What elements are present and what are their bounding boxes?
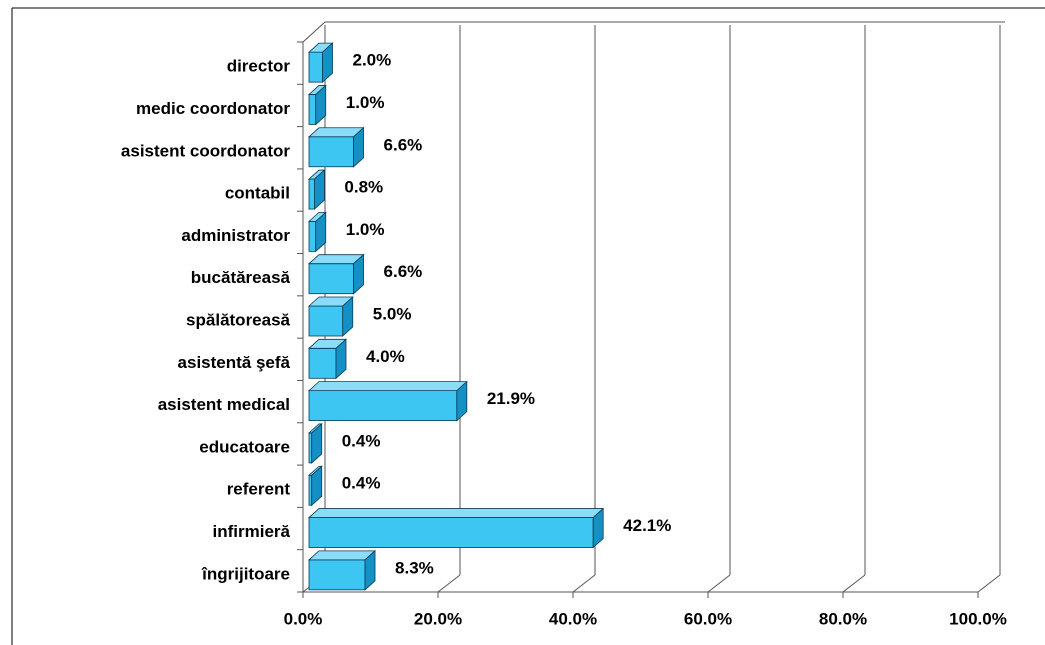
bar-side [456, 380, 468, 422]
category-label: asistent coordonator [121, 141, 290, 160]
bar-side [322, 42, 333, 84]
bar-front [308, 51, 323, 83]
x-tick-label: 100.0% [949, 609, 1007, 628]
value-label: 5.0% [373, 304, 412, 323]
bar [307, 338, 348, 380]
x-tick-label: 40.0% [549, 609, 597, 628]
value-label: 0.8% [344, 178, 383, 197]
category-label: administrator [181, 226, 290, 245]
value-label: 0.4% [342, 474, 381, 493]
bar-side [313, 169, 325, 210]
floor-grid-line [437, 574, 461, 593]
category-label: spălătoreasă [186, 310, 290, 329]
bar [307, 549, 377, 591]
x-tick-label: 20.0% [414, 609, 462, 628]
value-label: 2.0% [353, 51, 392, 70]
bar [307, 126, 365, 168]
category-label: infirmieră [213, 522, 291, 541]
value-label: 1.0% [346, 93, 385, 112]
bar-top [307, 508, 605, 518]
x-tick-label: 80.0% [819, 609, 867, 628]
value-label: 6.6% [384, 135, 423, 154]
bar-side [342, 296, 354, 337]
bar-side [353, 253, 364, 295]
category-label: educatoare [199, 437, 290, 456]
bar-front [308, 263, 354, 295]
bar [307, 296, 354, 337]
value-label: 0.4% [342, 431, 381, 450]
bar-side [311, 423, 323, 464]
bar-side [311, 465, 323, 507]
category-label: director [227, 57, 291, 76]
side-wall-top [302, 21, 326, 43]
category-label: contabil [225, 184, 290, 203]
floor-grid-line [842, 574, 866, 593]
bar [307, 507, 605, 549]
bar-side [315, 84, 327, 126]
bar-side [592, 507, 604, 549]
bar [307, 169, 326, 210]
bar-front [308, 94, 317, 125]
value-label: 42.1% [623, 516, 671, 535]
value-label: 21.9% [487, 389, 535, 408]
bar-front [308, 178, 315, 210]
bar-side [364, 549, 376, 591]
bar-front [308, 220, 317, 252]
x-tick-label: 60.0% [684, 609, 732, 628]
bar [307, 253, 365, 295]
bar [307, 42, 334, 84]
bar-front [308, 347, 337, 379]
bar-top [307, 550, 377, 561]
bar-front [308, 390, 458, 422]
bar-top [307, 381, 468, 392]
bar [307, 211, 327, 253]
bar-front [308, 136, 354, 168]
category-label: îngrijitoare [201, 564, 290, 583]
value-label: 6.6% [384, 262, 423, 281]
category-label: referent [227, 480, 291, 499]
bar-side [315, 211, 327, 253]
bar-front [308, 474, 313, 506]
value-label: 4.0% [366, 347, 405, 366]
category-label: asistent medical [158, 395, 290, 414]
bar-side [335, 338, 347, 380]
category-label: bucătăreasă [191, 268, 291, 287]
floor-grid-line [707, 574, 731, 593]
bar-front [308, 432, 313, 464]
bar-front [308, 305, 344, 337]
bar-front [308, 559, 366, 591]
bar-side [353, 126, 364, 168]
bar [307, 380, 468, 422]
floor-grid-line [572, 574, 596, 593]
bar-front [308, 517, 594, 548]
value-label: 8.3% [395, 558, 434, 577]
x-tick-label: 0.0% [284, 609, 323, 628]
category-label: asistentă şefă [178, 353, 291, 372]
bar [307, 423, 323, 464]
bar [307, 465, 323, 507]
category-label: medic coordonator [136, 99, 290, 118]
bar [307, 84, 327, 126]
value-label: 1.0% [346, 220, 385, 239]
floor-grid-line [977, 574, 1001, 593]
